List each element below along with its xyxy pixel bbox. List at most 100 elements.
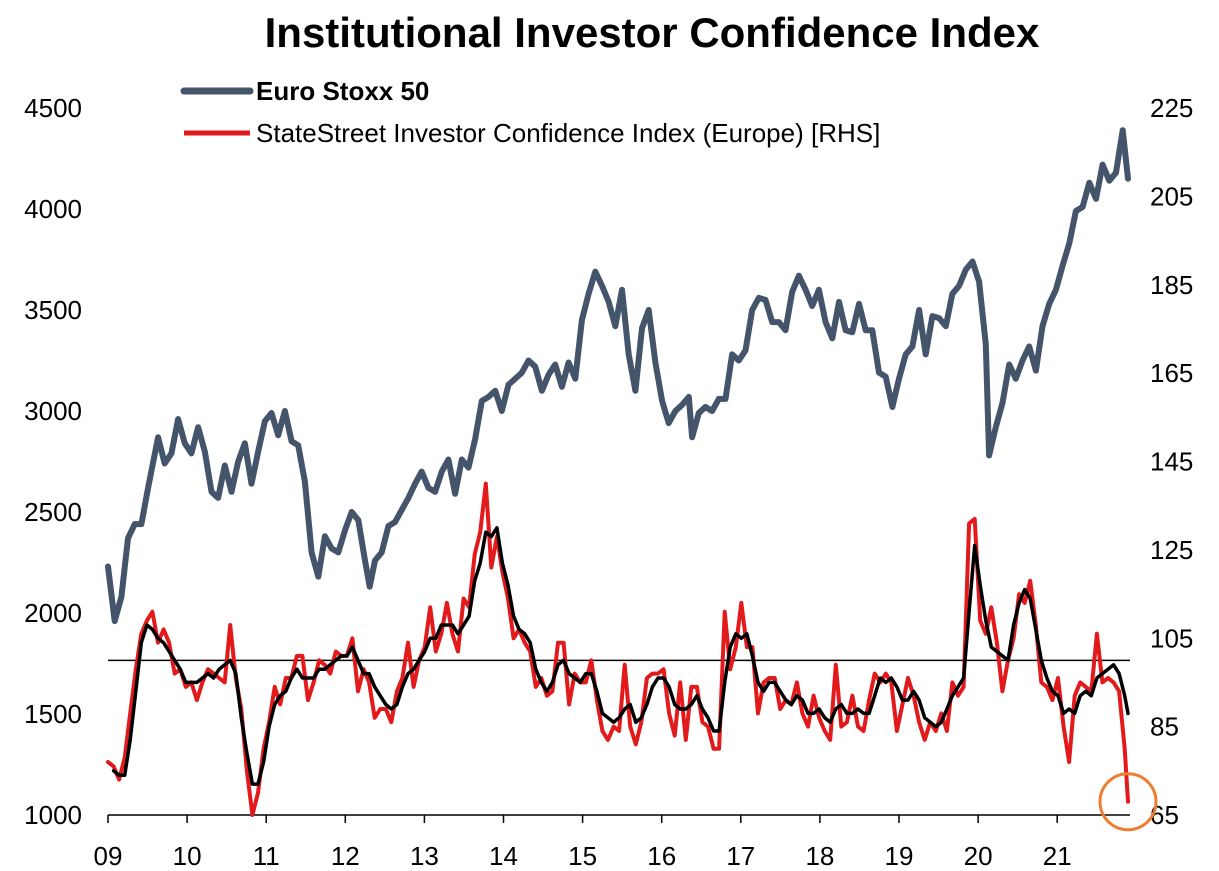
series-point-0	[257, 450, 259, 452]
series-point-1	[712, 748, 714, 750]
series-point-0	[601, 285, 603, 287]
series-point-2	[557, 664, 559, 666]
series-point-2	[218, 668, 220, 670]
series-point-2	[307, 677, 309, 679]
series-point-2	[1118, 672, 1120, 674]
right-tick-label: 185	[1150, 270, 1193, 300]
series-point-1	[868, 699, 870, 701]
series-point-2	[818, 708, 820, 710]
series-point-2	[607, 717, 609, 719]
series-point-2	[679, 708, 681, 710]
series-point-2	[857, 708, 859, 710]
series-point-0	[1015, 378, 1017, 380]
series-point-1	[1046, 686, 1048, 688]
series-point-0	[918, 309, 920, 311]
series-point-0	[364, 559, 366, 561]
series-point-1	[351, 637, 353, 639]
series-point-1	[612, 725, 614, 727]
series-point-0	[925, 353, 927, 355]
plot-area	[105, 127, 1158, 832]
series-point-2	[485, 531, 487, 533]
x-tick-label: 20	[964, 841, 993, 871]
series-point-1	[774, 677, 776, 679]
series-point-0	[608, 301, 610, 303]
series-point-0	[369, 586, 371, 588]
legend-label-euro-stoxx: Euro Stoxx 50	[256, 76, 429, 106]
series-point-0	[878, 371, 880, 373]
series-point-1	[335, 650, 337, 652]
series-point-2	[740, 637, 742, 639]
series-point-2	[574, 677, 576, 679]
series-point-0	[871, 329, 873, 331]
series-point-2	[212, 677, 214, 679]
series-point-1	[1085, 686, 1087, 688]
series-point-0	[197, 426, 199, 428]
series-point-1	[1057, 677, 1059, 679]
series-point-1	[185, 686, 187, 688]
series-point-0	[784, 329, 786, 331]
series-point-2	[540, 681, 542, 683]
series-point-0	[1075, 210, 1077, 212]
series-point-2	[379, 695, 381, 697]
series-point-2	[946, 708, 948, 710]
series-point-0	[244, 442, 246, 444]
series-point-1	[651, 672, 653, 674]
series-point-1	[635, 743, 637, 745]
series-point-1	[585, 681, 587, 683]
series-point-0	[898, 378, 900, 380]
series-point-1	[462, 597, 464, 599]
series-point-1	[124, 756, 126, 758]
series-point-1	[1096, 633, 1098, 635]
series-point-2	[962, 677, 964, 679]
series-point-2	[535, 668, 537, 670]
series-point-2	[474, 580, 476, 582]
series-point-0	[494, 390, 496, 392]
series-point-0	[107, 565, 109, 567]
series-point-1	[407, 642, 409, 644]
series-point-0	[724, 398, 726, 400]
series-point-1	[218, 677, 220, 679]
series-point-2	[807, 712, 809, 714]
series-point-1	[640, 721, 642, 723]
left-tick-label: 4000	[24, 194, 82, 224]
series-point-2	[496, 527, 498, 529]
series-point-1	[546, 695, 548, 697]
series-point-0	[481, 400, 483, 402]
series-point-2	[696, 695, 698, 697]
series-point-1	[1068, 761, 1070, 763]
series-point-1	[112, 765, 114, 767]
series-point-1	[857, 725, 859, 727]
series-point-2	[635, 721, 637, 723]
series-point-2	[246, 752, 248, 754]
x-tick-label: 11	[253, 841, 280, 871]
series-point-2	[712, 730, 714, 732]
series-point-2	[862, 712, 864, 714]
series-point-1	[740, 602, 742, 604]
series-point-0	[304, 481, 306, 483]
series-point-1	[696, 686, 698, 688]
right-tick-label: 225	[1150, 93, 1193, 123]
series-point-1	[829, 739, 831, 741]
series-point-2	[457, 633, 459, 635]
series-point-2	[674, 703, 676, 705]
series-point-1	[385, 708, 387, 710]
series-point-1	[457, 650, 459, 652]
series-point-2	[624, 708, 626, 710]
left-tick-label: 4500	[24, 93, 82, 123]
series-point-2	[462, 624, 464, 626]
series-point-1	[818, 717, 820, 719]
series-point-2	[657, 677, 659, 679]
series-point-0	[351, 511, 353, 513]
highlight-circle	[1098, 772, 1158, 832]
series-point-0	[731, 353, 733, 355]
series-point-0	[467, 466, 469, 468]
series-point-0	[190, 452, 192, 454]
series-point-0	[127, 537, 129, 539]
right-tick-label: 125	[1150, 535, 1193, 565]
series-point-0	[844, 329, 846, 331]
series-point-2	[368, 672, 370, 674]
series-point-0	[865, 329, 867, 331]
series-point-2	[590, 672, 592, 674]
series-point-0	[1001, 402, 1003, 404]
series-point-2	[257, 783, 259, 785]
